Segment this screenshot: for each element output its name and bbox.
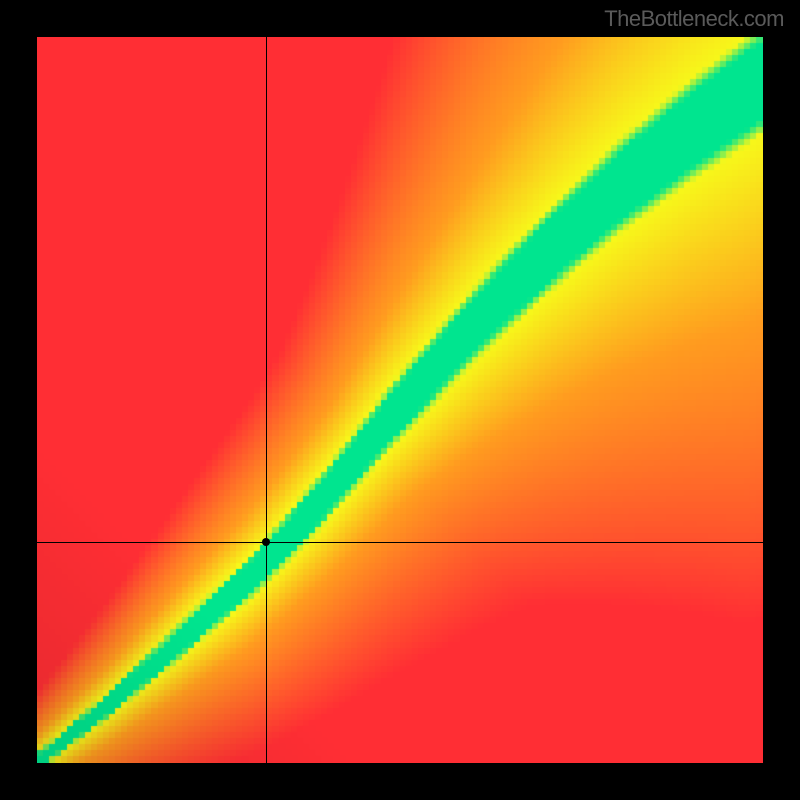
crosshair-marker <box>262 538 270 546</box>
chart-container: TheBottleneck.com <box>0 0 800 800</box>
crosshair-vertical <box>266 37 267 763</box>
plot-area <box>37 37 763 763</box>
watermark-text: TheBottleneck.com <box>604 6 784 32</box>
crosshair-horizontal <box>37 542 763 543</box>
heatmap-canvas <box>37 37 763 763</box>
